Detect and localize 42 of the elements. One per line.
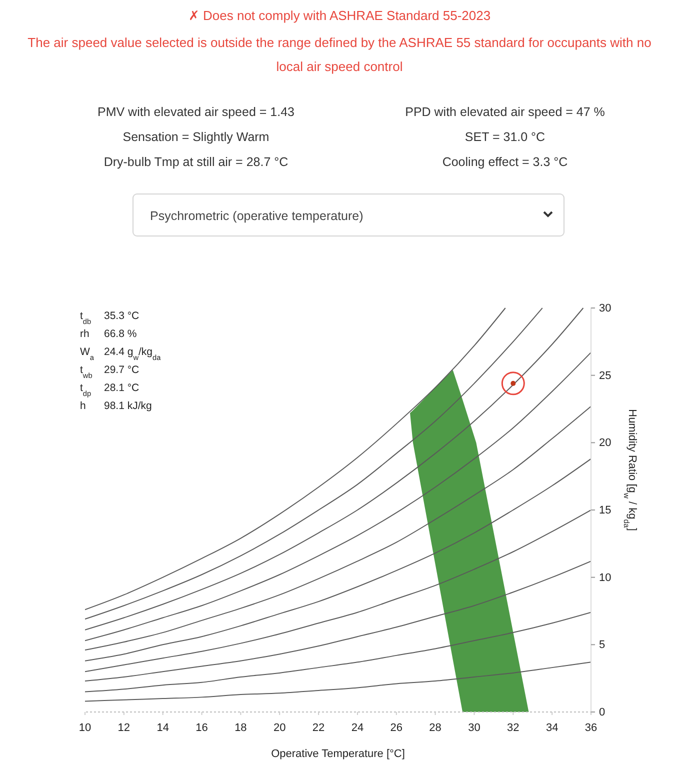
x-tick-label: 36 [584,722,598,734]
line-series [85,560,591,682]
y-tick-label: 0 [599,706,606,719]
x-tick-label: 32 [507,722,520,734]
text: W$_{a}$ 24.4 g$_{w}$/kg$_{da}$ [80,346,161,362]
text: h 98.1 kJ/kg [80,400,152,412]
x-tick-label: 30 [468,722,480,734]
text: Psychrometric (operative temperature) [150,209,364,223]
text: Cooling effect = 3.3 °C [442,155,568,169]
y-tick-label: 15 [599,504,612,517]
text: t$_{db}$ 35.3 °C [80,310,140,326]
y-tick-label: 30 [599,302,612,315]
x-axis-title: Operative Temperature [°C] [271,748,405,760]
x-tick-label: 34 [546,722,558,734]
y-tick-label: 25 [599,370,612,382]
text: Sensation = Slightly Warm [122,130,270,144]
x-tick-label: 12 [118,722,130,734]
y-tick-label: 5 [599,639,606,652]
y-tick-label: 20 [599,437,612,450]
x-tick-label: 24 [351,722,364,734]
x-tick-label: 10 [78,722,92,734]
text: t$_{dp}$ 28.1 °C [80,382,140,398]
x-tick-label: 16 [196,722,208,734]
text: PPD with elevated air speed = 47 % [405,105,605,119]
text: PMV with elevated air speed = 1.43 [98,105,295,119]
x-tick-label: 18 [234,722,247,734]
x-tick-label: 28 [429,722,442,734]
line-series [85,612,591,692]
line-series [85,662,591,702]
text: t$_{wb}$ 29.7 °C [80,364,140,380]
text: Dry-bulb Tmp at still air = 28.7 °C [104,155,288,169]
line-series [85,458,591,662]
x-tick-label: 26 [390,722,403,734]
text: rh 66.8 % [80,328,137,340]
chart-subtitle: The air speed value selected is outside the range defined by the ASHRAE 55 standard for occupants with no local air speed control [28,35,652,74]
text: SET = 31.0 °C [464,130,546,144]
chart-title: ✗ Does not comply with ASHRAE Standard 55-2023 [188,8,491,23]
x-tick-label: 22 [312,722,325,734]
y-tick-label: 10 [599,572,612,584]
x-tick-label: 20 [273,722,286,734]
line-series [85,510,591,672]
x-tick-label: 14 [156,722,169,734]
